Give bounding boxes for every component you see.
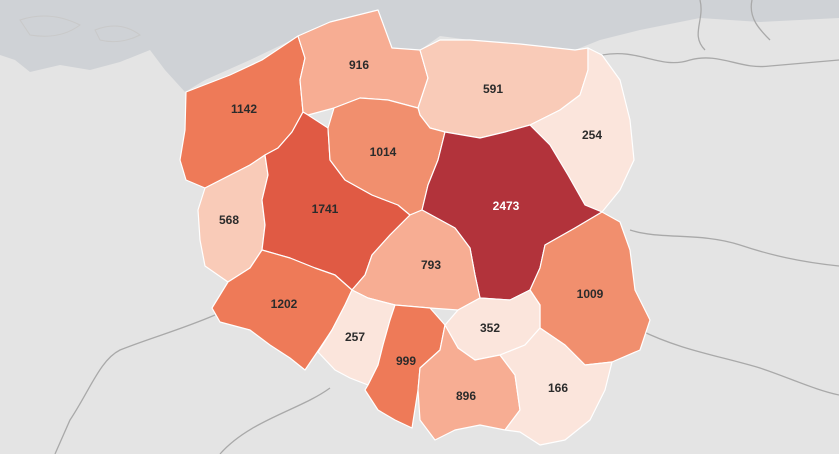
country-border-west <box>54 314 216 454</box>
baltic-sea <box>0 0 839 92</box>
country-border-southeast <box>639 329 839 396</box>
country-border-south <box>219 387 331 454</box>
country-border-east <box>601 53 839 68</box>
country-border-north <box>697 0 771 51</box>
region-podkarpackie[interactable] <box>499 327 613 446</box>
country-border-belarus <box>629 229 839 267</box>
voivodeship-regions <box>179 9 651 446</box>
coastline-islands <box>19 15 141 43</box>
